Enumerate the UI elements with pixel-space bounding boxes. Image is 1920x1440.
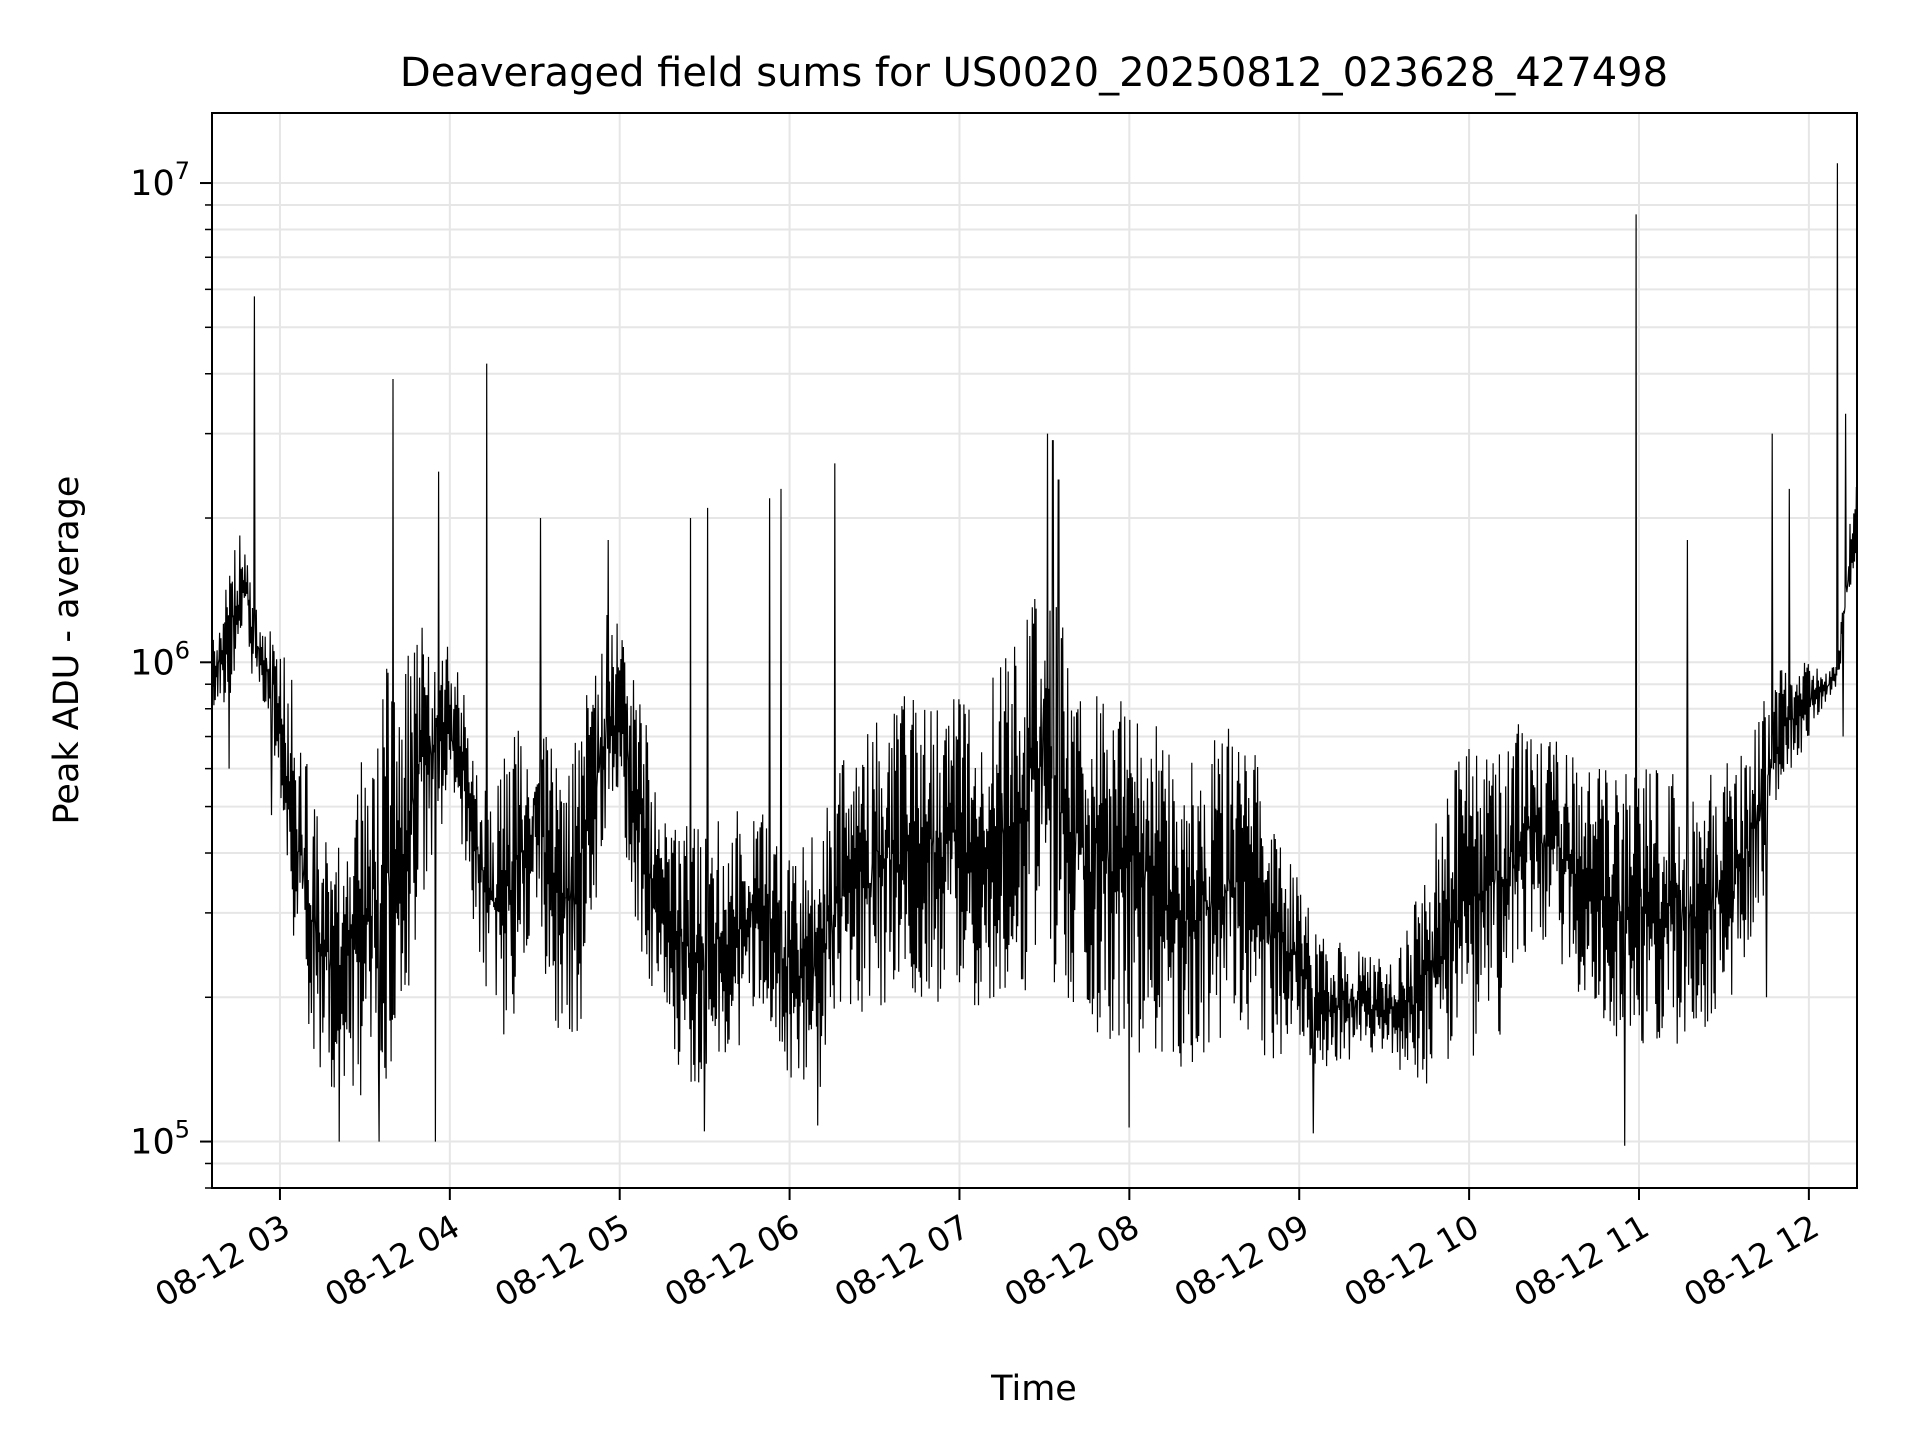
- y-tick-exponent: 6: [175, 636, 190, 664]
- plot-frame: [211, 112, 1858, 1189]
- y-axis-label: Peak ADU - average: [47, 476, 87, 825]
- chart-title: Deaveraged field sums for US0020_2025081…: [400, 50, 1668, 96]
- y-tick-base: 10: [130, 643, 175, 683]
- y-tick-label: 105: [130, 1116, 190, 1163]
- y-tick-exponent: 7: [175, 157, 190, 185]
- y-tick-exponent: 5: [175, 1116, 190, 1144]
- y-tick-base: 10: [130, 164, 175, 204]
- series-line: [211, 163, 1858, 1146]
- y-tick-base: 10: [130, 1123, 175, 1163]
- series-path: [211, 163, 1858, 1146]
- y-tick-label: 107: [130, 157, 190, 204]
- y-tick-label: 106: [130, 636, 190, 683]
- x-axis-label: Time: [990, 1369, 1077, 1409]
